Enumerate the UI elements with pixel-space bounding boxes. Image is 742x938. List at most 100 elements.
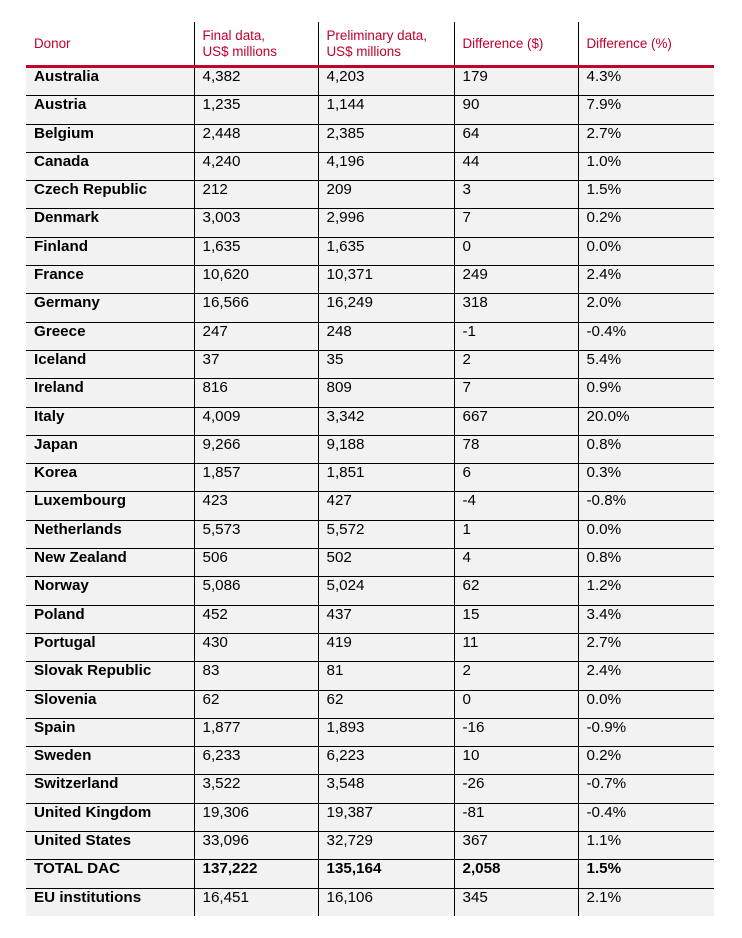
preliminary-data-cell: 32,729 xyxy=(317,831,454,861)
difference-percent-cell: 20.0% xyxy=(577,407,714,436)
difference-dollars-cell: 0 xyxy=(453,690,578,719)
final-data-cell: 4,009 xyxy=(193,407,318,436)
final-data-cell: 1,635 xyxy=(193,237,318,267)
difference-percent-cell: 1.5% xyxy=(577,859,714,889)
difference-percent-cell: 2.4% xyxy=(577,661,714,691)
final-data-cell: 4,382 xyxy=(193,66,318,97)
preliminary-data-cell: 9,188 xyxy=(317,435,454,465)
difference-percent-cell: 0.0% xyxy=(577,690,714,719)
table-row: Japan 9,266 9,188 78 0.8% xyxy=(26,435,714,465)
difference-dollars-cell: 179 xyxy=(453,66,578,97)
preliminary-data-cell: 62 xyxy=(317,690,454,719)
donor-cell: Belgium xyxy=(26,124,194,153)
preliminary-data-cell: 1,144 xyxy=(317,95,454,125)
difference-dollars-cell: 345 xyxy=(453,888,578,916)
difference-percent-cell: 0.2% xyxy=(577,208,714,238)
final-data-cell: 4,240 xyxy=(193,152,318,182)
preliminary-data-cell: 3,342 xyxy=(317,407,454,436)
difference-percent-cell: 7.9% xyxy=(577,95,714,125)
donor-cell: Germany xyxy=(26,293,194,323)
final-data-cell: 5,573 xyxy=(193,520,318,550)
final-data-cell: 37 xyxy=(193,350,318,380)
final-data-cell: 1,877 xyxy=(193,718,318,748)
donor-cell: Poland xyxy=(26,605,194,634)
table-row: Slovak Republic 83 81 2 2.4% xyxy=(26,661,714,691)
final-data-cell: 212 xyxy=(193,180,318,210)
difference-dollars-cell: 78 xyxy=(453,435,578,465)
table-row: Ireland 816 809 7 0.9% xyxy=(26,378,714,408)
difference-dollars-cell: 11 xyxy=(453,633,578,663)
difference-percent-cell: 3.4% xyxy=(577,605,714,634)
table-row: Belgium 2,448 2,385 64 2.7% xyxy=(26,124,714,153)
final-data-cell: 506 xyxy=(193,548,318,578)
difference-dollars-cell: 2 xyxy=(453,350,578,380)
difference-dollars-cell: 62 xyxy=(453,576,578,606)
difference-percent-cell: 1.0% xyxy=(577,152,714,182)
donor-cell: Japan xyxy=(26,435,194,465)
difference-dollars-cell: 318 xyxy=(453,293,578,323)
preliminary-data-cell: 2,385 xyxy=(317,124,454,153)
table-body: Australia 4,382 4,203 179 4.3% Austria 1,235 1,… xyxy=(26,66,714,916)
final-data-cell: 452 xyxy=(193,605,318,634)
difference-dollars-cell: 4 xyxy=(453,548,578,578)
final-data-cell: 16,566 xyxy=(193,293,318,323)
preliminary-data-cell: 4,196 xyxy=(317,152,454,182)
table-row: Switzerland 3,522 3,548 -26 -0.7% xyxy=(26,774,714,804)
donor-cell: Sweden xyxy=(26,746,194,776)
table-row: United States 33,096 32,729 367 1.1% xyxy=(26,831,714,861)
difference-dollars-cell: -4 xyxy=(453,491,578,521)
preliminary-data-cell: 3,548 xyxy=(317,774,454,804)
preliminary-data-cell: 419 xyxy=(317,633,454,663)
table-row: Czech Republic 212 209 3 1.5% xyxy=(26,180,714,210)
donor-cell: Spain xyxy=(26,718,194,748)
difference-percent-cell: -0.4% xyxy=(577,322,714,351)
donor-cell: Italy xyxy=(26,407,194,436)
preliminary-data-cell: 6,223 xyxy=(317,746,454,776)
difference-dollars-cell: -1 xyxy=(453,322,578,351)
table-row: EU institutions 16,451 16,106 345 2.1% xyxy=(26,888,714,916)
difference-percent-cell: 2.7% xyxy=(577,124,714,153)
difference-percent-cell: -0.7% xyxy=(577,774,714,804)
difference-percent-cell: 2.0% xyxy=(577,293,714,323)
difference-percent-cell: 0.8% xyxy=(577,548,714,578)
preliminary-data-cell: 16,249 xyxy=(317,293,454,323)
table-row: Canada 4,240 4,196 44 1.0% xyxy=(26,152,714,182)
table-row: Denmark 3,003 2,996 7 0.2% xyxy=(26,208,714,238)
final-data-cell: 6,233 xyxy=(193,746,318,776)
difference-dollars-cell: 64 xyxy=(453,124,578,153)
difference-dollars-cell: 90 xyxy=(453,95,578,125)
table-row: Netherlands 5,573 5,572 1 0.0% xyxy=(26,520,714,550)
table-row: Sweden 6,233 6,223 10 0.2% xyxy=(26,746,714,776)
preliminary-data-cell: 1,635 xyxy=(317,237,454,267)
final-data-cell: 5,086 xyxy=(193,576,318,606)
difference-dollars-cell: -26 xyxy=(453,774,578,804)
final-data-cell: 83 xyxy=(193,661,318,691)
final-data-cell: 137,222 xyxy=(193,859,318,889)
final-data-cell: 3,003 xyxy=(193,208,318,238)
difference-dollars-cell: 2,058 xyxy=(453,859,578,889)
difference-percent-cell: 1.2% xyxy=(577,576,714,606)
difference-dollars-cell: 10 xyxy=(453,746,578,776)
difference-percent-cell: 0.3% xyxy=(577,463,714,493)
donor-cell: Australia xyxy=(26,66,194,97)
preliminary-data-cell: 437 xyxy=(317,605,454,634)
difference-dollars-cell: 1 xyxy=(453,520,578,550)
preliminary-data-cell: 809 xyxy=(317,378,454,408)
final-data-cell: 816 xyxy=(193,378,318,408)
donor-cell: Luxembourg xyxy=(26,491,194,521)
table-row: Germany 16,566 16,249 318 2.0% xyxy=(26,293,714,323)
final-data-cell: 33,096 xyxy=(193,831,318,861)
difference-dollars-cell: 44 xyxy=(453,152,578,182)
final-data-cell: 430 xyxy=(193,633,318,663)
donor-cell: Iceland xyxy=(26,350,194,380)
difference-dollars-cell: -81 xyxy=(453,803,578,833)
table-row: Luxembourg 423 427 -4 -0.8% xyxy=(26,491,714,521)
donor-cell: New Zealand xyxy=(26,548,194,578)
difference-percent-cell: 0.0% xyxy=(577,237,714,267)
header-difference-percent: Difference (%) xyxy=(577,22,714,67)
donor-cell: Slovak Republic xyxy=(26,661,194,691)
table-row: Iceland 37 35 2 5.4% xyxy=(26,350,714,380)
table-row: Spain 1,877 1,893 -16 -0.9% xyxy=(26,718,714,748)
donor-cell: Netherlands xyxy=(26,520,194,550)
header-donor: Donor xyxy=(26,22,194,67)
